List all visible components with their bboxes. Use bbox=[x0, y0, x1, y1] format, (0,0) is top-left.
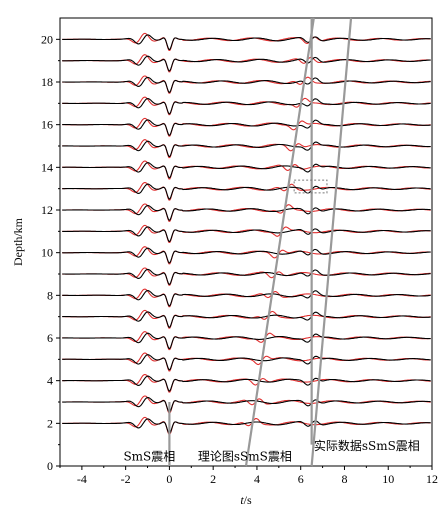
synthetic-trace bbox=[62, 96, 431, 116]
synthetic-trace bbox=[62, 139, 431, 159]
x-tick-label: -4 bbox=[77, 472, 87, 486]
observed-trace bbox=[62, 140, 431, 158]
x-tick-label: 12 bbox=[426, 472, 438, 486]
synthetic-trace bbox=[62, 203, 431, 222]
observed-trace bbox=[62, 76, 431, 93]
x-tick-label: 8 bbox=[341, 472, 347, 486]
plot-area: -4 -2 0 2 4 6 8 10 12 0 2 4 6 8 10 12 14 16 18 20 SmS震相 理论图… bbox=[41, 17, 438, 486]
x-tick-label: 6 bbox=[298, 472, 304, 486]
observed-trace bbox=[62, 332, 431, 350]
synthetic-trace bbox=[62, 54, 431, 73]
observed-trace bbox=[62, 98, 431, 115]
observed-trace bbox=[62, 311, 431, 328]
ssms-synthetic-line bbox=[244, 17, 315, 467]
x-axis: -4 -2 0 2 4 6 8 10 12 bbox=[59, 466, 438, 486]
synthetic-trace bbox=[62, 352, 431, 372]
observed-trace bbox=[62, 418, 431, 435]
synthetic-trace bbox=[62, 117, 431, 137]
y-tick-label: 14 bbox=[41, 160, 53, 174]
y-axis-title: Depth/km bbox=[11, 217, 25, 266]
plot-frame bbox=[59, 17, 433, 467]
synthetic-trace bbox=[62, 32, 431, 52]
y-tick-label: 12 bbox=[41, 203, 53, 217]
x-tick-label: -2 bbox=[121, 472, 131, 486]
phase-lines bbox=[168, 17, 353, 467]
y-tick-label: 0 bbox=[47, 459, 53, 473]
synthetic-trace bbox=[62, 267, 431, 286]
observed-trace bbox=[62, 375, 431, 392]
synthetic-trace bbox=[62, 374, 431, 393]
x-tick-label: 0 bbox=[166, 472, 172, 486]
observed-trace bbox=[62, 183, 431, 200]
synthetic-trace bbox=[62, 309, 431, 329]
observed-trace bbox=[62, 247, 431, 264]
synthetic-trace bbox=[62, 246, 431, 265]
waveform-traces bbox=[62, 32, 431, 436]
synthetic-trace bbox=[62, 331, 431, 351]
y-tick-label: 2 bbox=[47, 416, 53, 430]
observed-trace bbox=[62, 34, 431, 51]
y-tick-label: 6 bbox=[47, 331, 53, 345]
observed-trace bbox=[62, 354, 431, 371]
synthetic-trace bbox=[62, 288, 431, 308]
synthetic-trace bbox=[62, 395, 431, 414]
observed-trace bbox=[62, 268, 431, 285]
annotations: SmS震相 理论图sSmS震相 实际数据sSmS震相 bbox=[123, 438, 419, 464]
y-tick-label: 10 bbox=[41, 246, 53, 260]
y-tick-label: 8 bbox=[47, 288, 53, 302]
synthetic-trace bbox=[62, 75, 431, 94]
y-tick-label: 20 bbox=[41, 32, 53, 46]
ssms-observed-line bbox=[310, 17, 353, 467]
observed-trace bbox=[62, 290, 431, 307]
observed-trace bbox=[62, 55, 431, 72]
synthetic-trace bbox=[62, 416, 431, 436]
observed-trace bbox=[62, 205, 431, 221]
y-tick-label: 18 bbox=[41, 75, 53, 89]
y-axis: 0 2 4 6 8 10 12 14 16 18 20 bbox=[41, 32, 60, 473]
annotation-label: 实际数据sSmS震相 bbox=[314, 438, 420, 453]
highlight-box bbox=[293, 179, 328, 194]
observed-trace bbox=[62, 397, 431, 413]
synthetic-trace bbox=[62, 182, 431, 201]
synthetic-trace bbox=[62, 160, 431, 180]
synthetic-trace bbox=[62, 224, 431, 244]
y-tick-label: 4 bbox=[47, 374, 53, 388]
y-tick-label: 16 bbox=[41, 118, 53, 132]
x-axis-title-italic: t bbox=[240, 493, 244, 507]
annotation-label: 理论图sSmS震相 bbox=[198, 450, 292, 464]
x-tick-label: 2 bbox=[210, 472, 216, 486]
x-tick-label: 10 bbox=[382, 472, 394, 486]
x-axis-title-unit: /s bbox=[244, 493, 252, 507]
observed-trace bbox=[62, 119, 431, 136]
x-tick-label: 4 bbox=[254, 472, 260, 486]
annotation-label: SmS震相 bbox=[123, 450, 175, 464]
observed-trace bbox=[62, 162, 431, 179]
observed-trace bbox=[62, 226, 431, 243]
x-axis-title: t/s bbox=[240, 493, 252, 507]
